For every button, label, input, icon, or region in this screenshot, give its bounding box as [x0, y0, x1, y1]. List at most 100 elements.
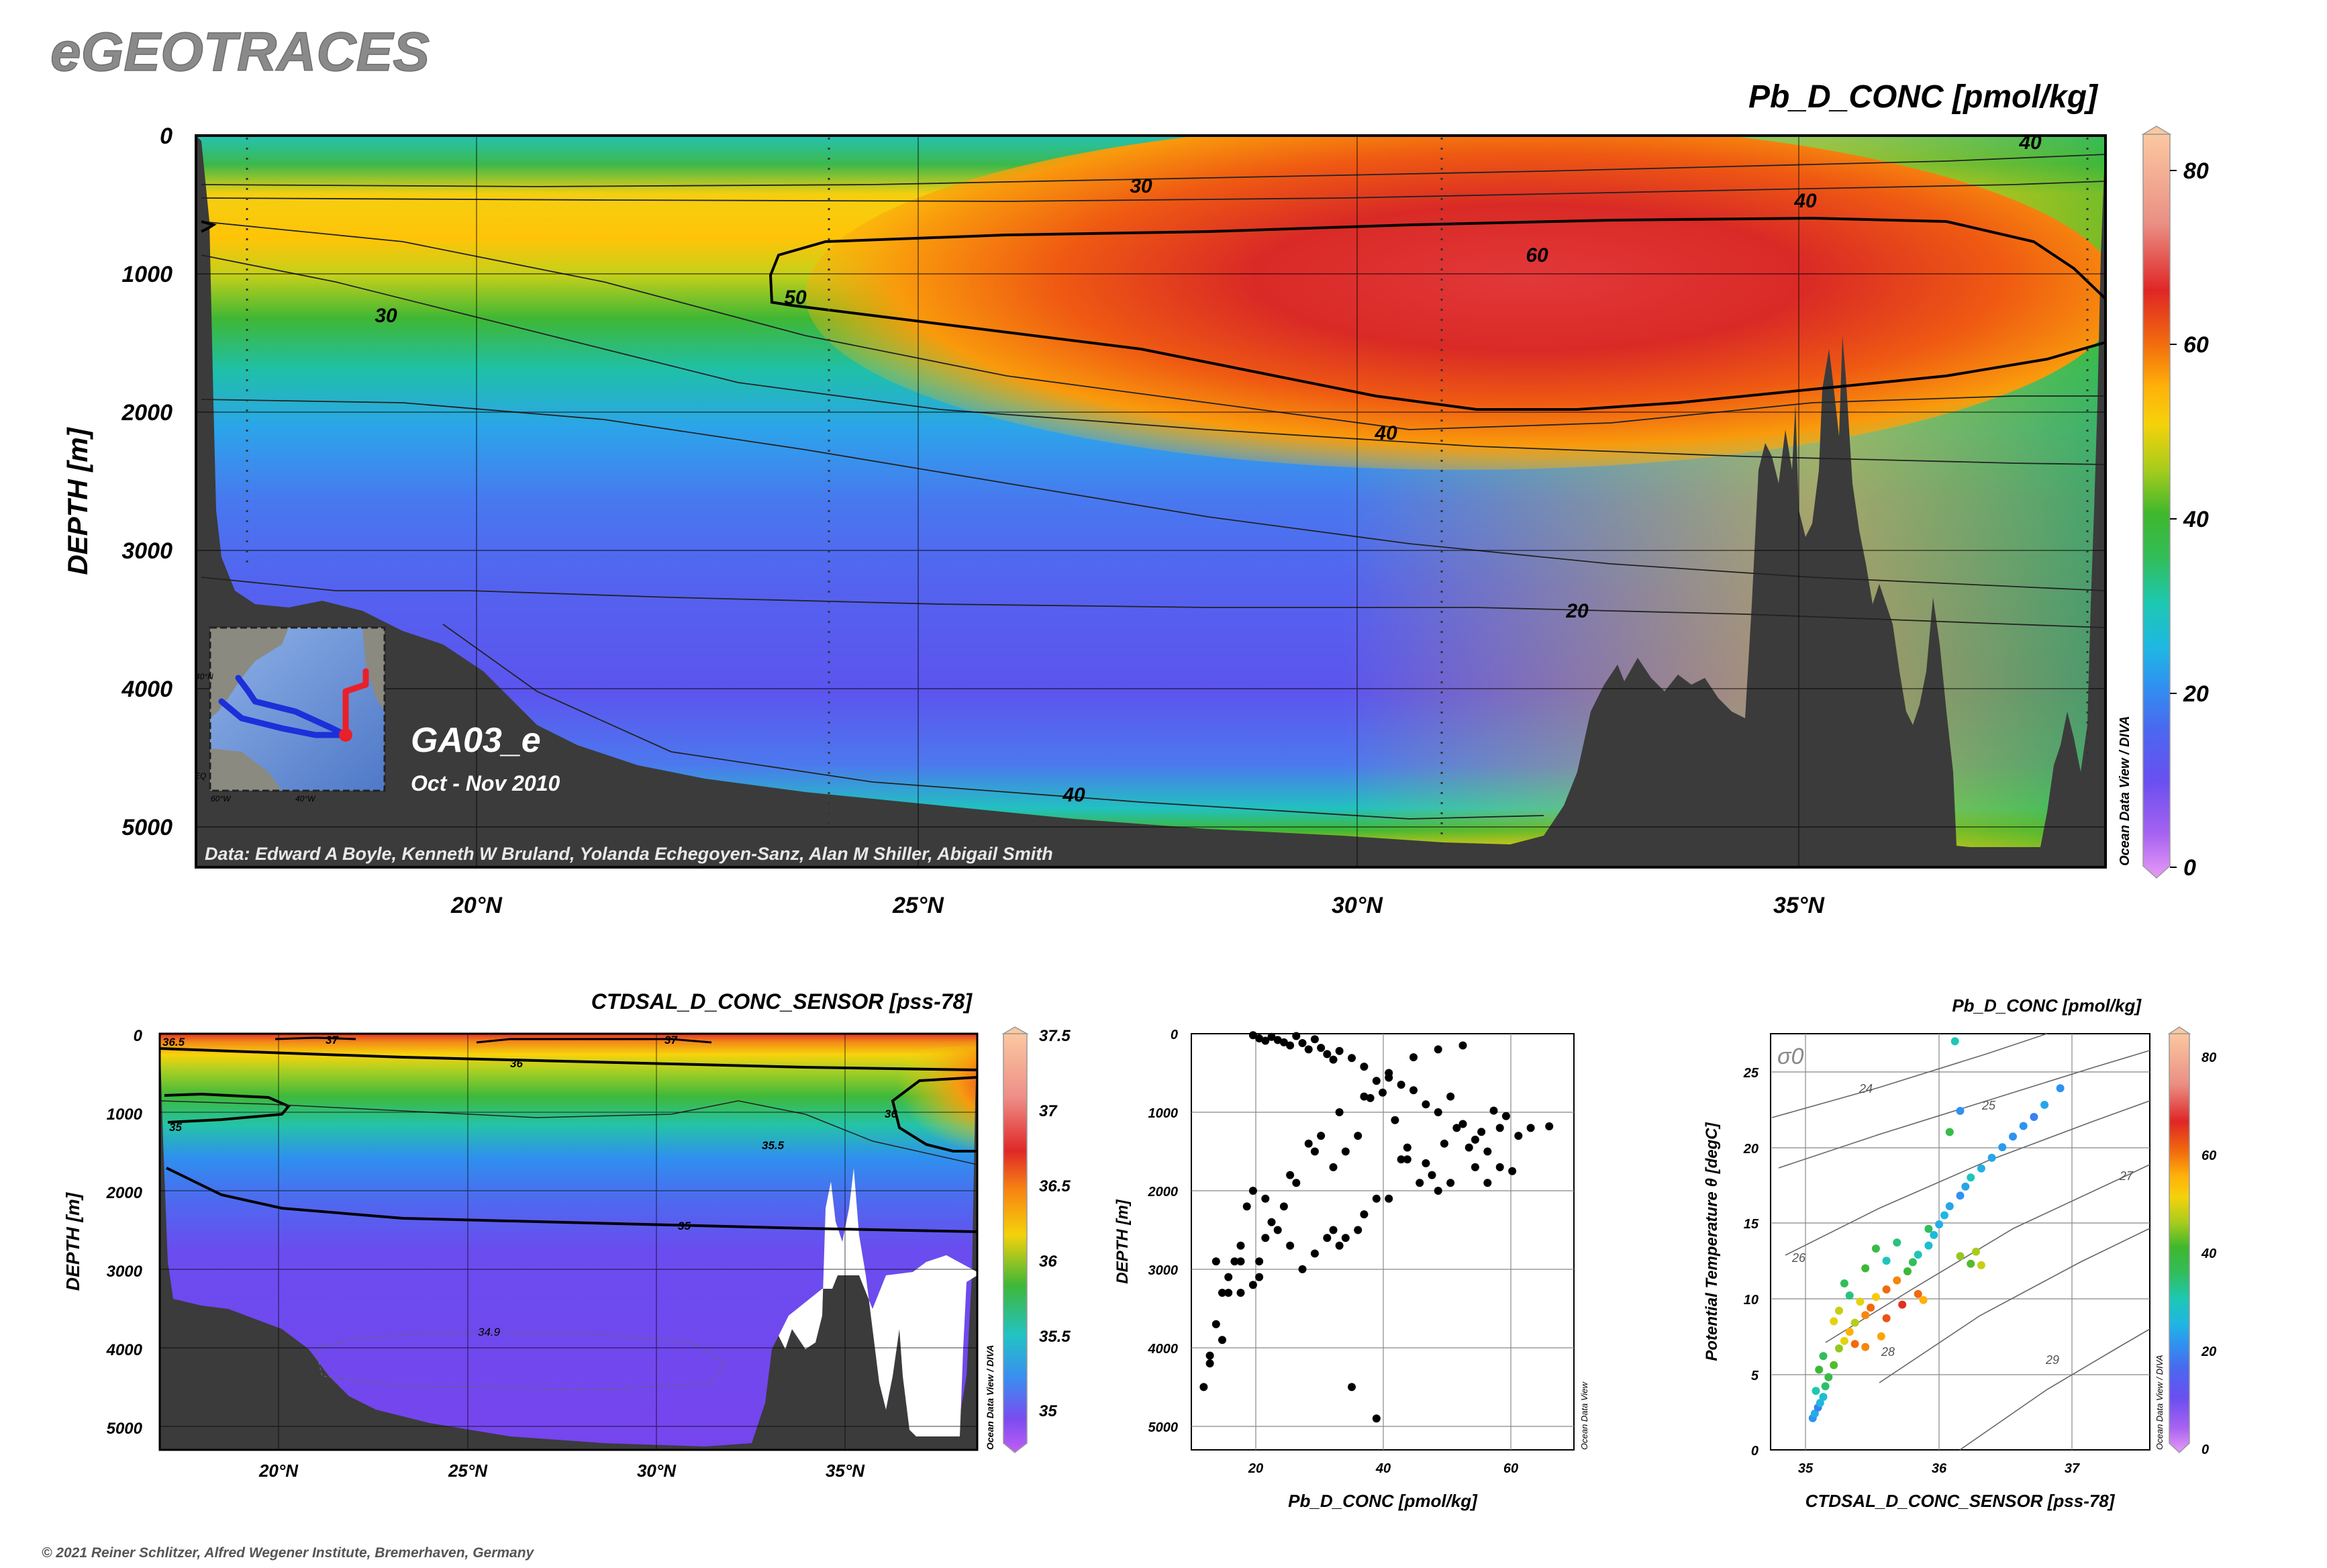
- data-point: [1273, 1226, 1282, 1234]
- x-tick-label: 40: [1375, 1461, 1391, 1476]
- ts-colorbar: 0 20 40 60 80: [2167, 1026, 2216, 1457]
- section-name: GA03_e: [411, 721, 541, 760]
- profile-x-ticks: 20 40 60: [1248, 1461, 1518, 1476]
- data-point: [1422, 1159, 1430, 1167]
- y-tick-label: 25: [1743, 1066, 1759, 1081]
- data-point: [1409, 1086, 1418, 1095]
- data-point: [1845, 1328, 1854, 1336]
- cruise-track-west: [218, 675, 349, 738]
- data-point: [1514, 1132, 1523, 1140]
- salinity-contour-35-upper: [164, 1092, 291, 1124]
- data-point: [1267, 1032, 1276, 1041]
- data-point: [1893, 1276, 1901, 1285]
- data-point: [1335, 1108, 1344, 1116]
- data-point: [1341, 1234, 1350, 1242]
- salinity-y-axis-label: DEPTH [m]: [62, 1191, 83, 1291]
- data-point: [1967, 1259, 1975, 1268]
- data-point: [1310, 1035, 1319, 1044]
- data-point: [1279, 1038, 1288, 1046]
- isopycnal-label: 29: [2045, 1353, 2059, 1367]
- salinity-hot-core: [859, 1047, 977, 1168]
- y-tick-label: 5: [1751, 1369, 1759, 1383]
- x-tick-label: 36: [1932, 1461, 1947, 1476]
- data-point: [1471, 1163, 1479, 1171]
- cruise-track-east: [342, 668, 369, 738]
- y-tick-label: 5000: [107, 1420, 143, 1438]
- x-tick-label: 35°N: [826, 1461, 865, 1481]
- data-point: [1919, 1295, 1928, 1304]
- data-point: [1310, 1249, 1319, 1258]
- data-point: [1248, 1187, 1257, 1195]
- data-point: [1248, 1281, 1257, 1289]
- cruise-dates: Oct - Nov 2010: [411, 771, 560, 795]
- data-point: [1903, 1267, 1912, 1275]
- data-point: [1261, 1234, 1270, 1242]
- x-tick-label: 60: [1503, 1461, 1518, 1476]
- salinity-contour-35: [166, 1167, 977, 1233]
- copyright-notice: © 2021 Reiner Schlitzer, Alfred Wegener …: [42, 1545, 535, 1561]
- data-point: [1348, 1383, 1356, 1391]
- contour-label: 35.5: [762, 1139, 785, 1152]
- y-tick-label: 5000: [121, 815, 172, 840]
- data-point: [1199, 1383, 1208, 1391]
- data-point: [1236, 1257, 1245, 1266]
- contour-label: 36: [510, 1057, 523, 1070]
- data-point: [1477, 1128, 1486, 1136]
- profile-y-axis-label: DEPTH [m]: [1113, 1199, 1132, 1283]
- data-point: [1323, 1050, 1332, 1059]
- data-point: [1893, 1238, 1901, 1247]
- salinity-chart-title: CTDSAL_D_CONC_SENSOR [pss-78]: [591, 989, 973, 1014]
- profile-x-axis-label: Pb_D_CONC [pmol/kg]: [1288, 1491, 1478, 1511]
- brand-logo: eGEOTRACES: [50, 21, 430, 83]
- data-point: [1317, 1044, 1326, 1052]
- data-point: [1483, 1147, 1492, 1156]
- ts-points: [1808, 1037, 2065, 1422]
- data-point: [1871, 1244, 1880, 1253]
- data-point: [1812, 1387, 1820, 1395]
- data-point: [1956, 1107, 1965, 1115]
- colorbar-tick: 36: [1039, 1253, 1057, 1271]
- data-point: [1830, 1317, 1838, 1326]
- x-tick-label: 35°N: [1773, 893, 1825, 918]
- data-point: [1317, 1132, 1326, 1140]
- data-point: [1372, 1194, 1381, 1203]
- salinity-contour-36-east: [891, 1076, 977, 1153]
- data-point: [1224, 1289, 1233, 1297]
- data-credit: Data: Edward A Boyle, Kenneth W Bruland,…: [205, 844, 1053, 864]
- data-point: [1850, 1318, 1859, 1327]
- main-y-ticks: 0 1000 2000 3000 4000 5000: [121, 124, 172, 840]
- y-tick-label: 4000: [1148, 1342, 1179, 1357]
- data-point: [1354, 1226, 1363, 1234]
- data-point: [1434, 1108, 1442, 1116]
- data-point: [2056, 1084, 2065, 1093]
- contour-label: 40: [2018, 132, 2042, 154]
- isopycnal-label: 25: [1981, 1099, 1996, 1112]
- data-point: [1397, 1081, 1405, 1089]
- y-tick-label: 0: [160, 124, 172, 149]
- contour-label: 34.9: [478, 1326, 501, 1338]
- isopycnal-24: [1771, 1033, 2048, 1118]
- data-point: [1458, 1041, 1467, 1050]
- data-point: [1224, 1273, 1233, 1281]
- salinity-terrain: [160, 1034, 977, 1450]
- data-point: [1861, 1342, 1870, 1351]
- contour-label: 40: [1793, 190, 1817, 212]
- data-point: [1409, 1053, 1418, 1062]
- colorbar-tick: 35: [1039, 1402, 1057, 1420]
- colorbar-tick: 80: [2201, 1050, 2216, 1065]
- colorbar-tick: 35.5: [1039, 1328, 1071, 1346]
- colorbar-tick: 0: [2183, 855, 2196, 881]
- map-lon-label: 40°W: [295, 794, 316, 803]
- data-point: [1956, 1252, 1965, 1261]
- data-point: [1819, 1352, 1828, 1361]
- data-point: [1845, 1291, 1854, 1300]
- data-point: [1218, 1336, 1226, 1344]
- data-point: [1211, 1257, 1220, 1266]
- y-tick-label: 10: [1744, 1293, 1759, 1308]
- data-point: [1815, 1365, 1824, 1374]
- data-point: [1871, 1293, 1880, 1302]
- contour-30-upper: [201, 154, 2106, 187]
- data-point: [1360, 1210, 1369, 1219]
- data-point: [1242, 1202, 1251, 1211]
- contour-label: 36.5: [162, 1036, 185, 1048]
